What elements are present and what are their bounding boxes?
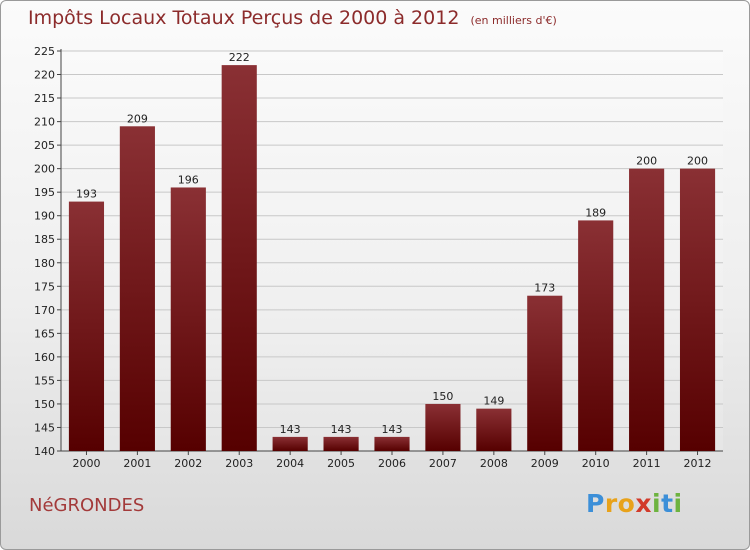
y-tick-label: 220 [34,69,55,82]
y-tick-label: 200 [34,163,55,176]
y-tick-label: 185 [34,233,55,246]
x-tick-label-2010: 2010 [582,457,610,470]
logo-letter: i [652,489,662,518]
x-tick-label-2000: 2000 [72,457,100,470]
value-label-2010: 189 [585,206,606,219]
y-tick-label: 195 [34,186,55,199]
y-tick-label: 190 [34,210,55,223]
y-tick-label: 155 [34,374,55,387]
value-label-2003: 222 [229,51,250,64]
logo-letter: o [617,489,636,518]
plot-area [61,51,723,451]
title-unit: (en milliers d'€) [470,14,557,27]
x-tick-label-2009: 2009 [531,457,559,470]
value-label-2011: 200 [636,155,657,168]
x-tick-label-2006: 2006 [378,457,406,470]
commune-name: NéGRONDES [29,495,145,516]
x-tick-label-2005: 2005 [327,457,355,470]
bar-2010 [578,220,614,451]
y-tick-label: 170 [34,304,55,317]
bar-2004 [272,436,308,451]
value-label-2000: 193 [76,188,97,201]
title-main: Impôts Locaux Totaux Perçus de 2000 à 20… [28,7,460,29]
bar-2005 [323,436,359,451]
chart-title: Impôts Locaux Totaux Perçus de 2000 à 20… [28,7,557,29]
bar-2007 [425,403,461,451]
value-label-2007: 150 [432,390,453,403]
y-tick-label: 180 [34,257,55,270]
bar-2012 [679,168,716,451]
proxiti-logo[interactable]: Proxiti [586,489,683,518]
logo-letter: i [673,489,683,518]
value-label-2001: 209 [127,112,148,125]
value-label-2008: 149 [483,395,504,408]
x-tick-label-2008: 2008 [480,457,508,470]
logo-letter: r [604,489,618,518]
bar-2003 [221,65,257,451]
logo-letter: t [661,489,674,518]
y-tick-label: 175 [34,280,55,293]
bar-2011 [629,168,665,451]
y-tick-label: 210 [34,116,55,129]
y-tick-label: 165 [34,327,55,340]
y-tick-label: 160 [34,351,55,364]
y-tick-label: 145 [34,421,55,434]
value-label-2002: 196 [178,173,199,186]
bar-2008 [476,408,512,451]
x-tick-label-2007: 2007 [429,457,457,470]
x-tick-label-2001: 2001 [123,457,151,470]
x-tick-label-2004: 2004 [276,457,304,470]
bar-2000 [68,201,105,451]
x-tick-label-2003: 2003 [225,457,253,470]
value-label-2004: 143 [280,423,301,436]
y-tick-label: 225 [34,45,55,58]
value-label-2009: 173 [534,282,555,295]
value-label-2005: 143 [331,423,352,436]
bar-2009 [527,295,563,451]
x-tick-label-2012: 2012 [684,457,712,470]
x-tick-label-2002: 2002 [174,457,202,470]
bar-2002 [170,187,206,451]
y-tick-label: 205 [34,139,55,152]
logo-letter: x [635,489,652,518]
bar-2001 [119,126,155,451]
y-tick-label: 150 [34,398,55,411]
y-tick-label: 215 [34,92,55,105]
logo-letter: P [586,489,605,518]
value-label-2012: 200 [687,155,708,168]
value-label-2006: 143 [382,423,403,436]
x-tick-label-2011: 2011 [633,457,661,470]
bar-2006 [374,436,410,451]
y-tick-label: 140 [34,445,55,458]
